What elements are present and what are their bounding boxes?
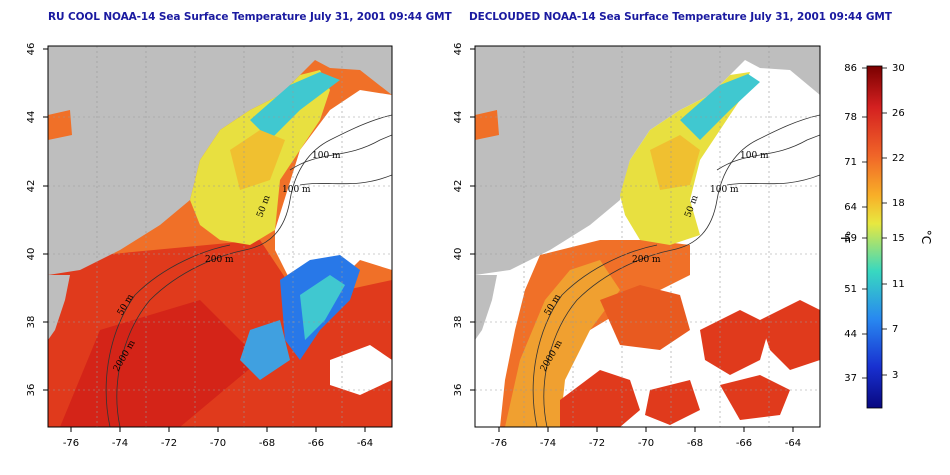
temperature-colorbar: 86 78 71 64 59 51 44 37 30 26 22 18 15 1… <box>838 63 933 409</box>
celsius-tick-label: 18 <box>892 198 905 209</box>
celsius-unit-label: °C <box>919 230 933 244</box>
fahrenheit-tick-label: 71 <box>844 157 857 168</box>
lat-tick-label: 40 <box>26 248 37 261</box>
isobath-label: 100 m <box>740 151 769 161</box>
lat-tick-label: 44 <box>453 111 464 124</box>
fahrenheit-unit-label: °F <box>838 231 852 244</box>
land-mass <box>48 46 392 275</box>
fahrenheit-tick-label: 59 <box>844 233 857 244</box>
sst-map-right: 100 m 100 m 50 m 200 m 50 m 2000 m -76 -… <box>453 43 821 449</box>
land-mass <box>475 46 820 275</box>
fahrenheit-tick-label: 37 <box>844 373 857 384</box>
lon-tick-label: -68 <box>687 438 703 449</box>
fahrenheit-tick-label: 78 <box>844 112 857 123</box>
lat-tick-label: 44 <box>26 111 37 124</box>
fahrenheit-tick-label: 64 <box>844 202 857 213</box>
lat-tick-label: 40 <box>453 248 464 261</box>
celsius-tick-label: 30 <box>892 63 905 74</box>
celsius-tick-label: 11 <box>892 279 905 290</box>
isobath-label: 200 m <box>205 255 234 265</box>
celsius-tick-label: 26 <box>892 108 905 119</box>
lon-tick-label: -66 <box>308 438 324 449</box>
lon-tick-label: -64 <box>785 438 801 449</box>
lon-tick-label: -68 <box>259 438 275 449</box>
lat-tick-label: 46 <box>26 43 37 56</box>
isobath-label: 100 m <box>710 185 739 195</box>
lat-tick-label: 38 <box>453 316 464 329</box>
colorbar-gradient <box>866 65 883 409</box>
lon-tick-label: -72 <box>161 438 177 449</box>
lat-tick-label: 42 <box>26 180 37 193</box>
lon-tick-label: -76 <box>63 438 79 449</box>
lon-tick-label: -76 <box>491 438 507 449</box>
lat-tick-label: 42 <box>453 180 464 193</box>
lon-tick-label: -70 <box>210 438 226 449</box>
lat-tick-label: 36 <box>26 384 37 397</box>
celsius-tick-label: 7 <box>892 324 898 335</box>
celsius-tick-label: 3 <box>892 370 898 381</box>
map-title-left: RU COOL NOAA-14 Sea Surface Temperature … <box>48 11 452 23</box>
celsius-tick-label: 15 <box>892 233 905 244</box>
lon-tick-label: -74 <box>540 438 556 449</box>
fahrenheit-tick-label: 44 <box>844 329 857 340</box>
sst-map-left: 100 m 100 m 50 m 200 m 50 m 2000 m -76 -… <box>26 43 393 449</box>
lon-tick-label: -64 <box>357 438 373 449</box>
fahrenheit-tick-label: 86 <box>844 63 857 74</box>
map-title-right: DECLOUDED NOAA-14 Sea Surface Temperatur… <box>469 11 892 23</box>
lon-tick-label: -66 <box>736 438 752 449</box>
isobath-label: 100 m <box>312 151 341 161</box>
lon-tick-label: -72 <box>589 438 605 449</box>
fahrenheit-tick-label: 51 <box>844 284 857 295</box>
lat-tick-label: 38 <box>26 316 37 329</box>
lon-tick-label: -70 <box>638 438 654 449</box>
isobath-label: 100 m <box>282 185 311 195</box>
lat-tick-label: 46 <box>453 43 464 56</box>
lon-tick-label: -74 <box>112 438 128 449</box>
celsius-tick-label: 22 <box>892 153 905 164</box>
lat-tick-label: 36 <box>453 384 464 397</box>
isobath-label: 200 m <box>632 255 661 265</box>
